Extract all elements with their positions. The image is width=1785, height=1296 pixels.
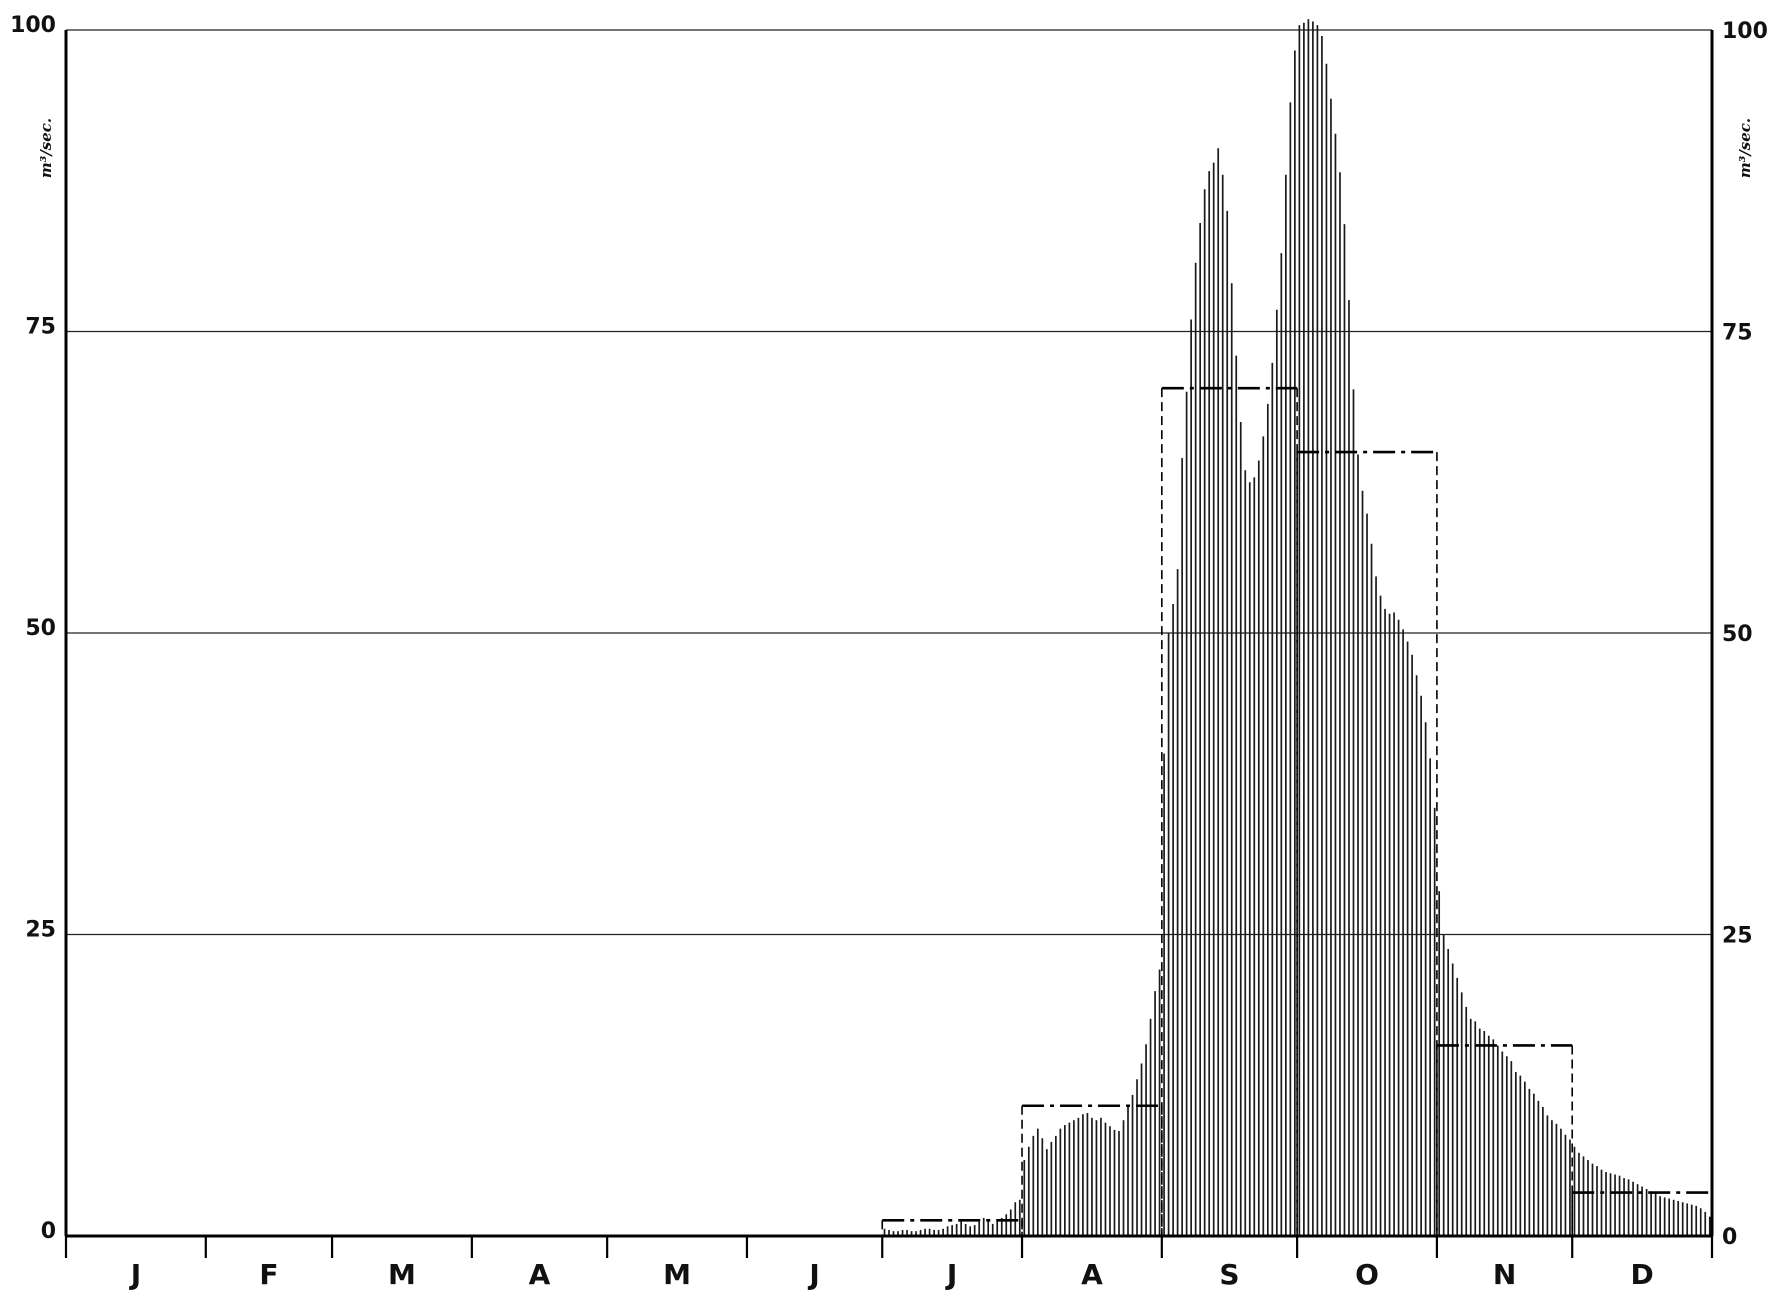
y-tick-label-right: 0 [1722,1225,1737,1250]
month-label: D [1630,1258,1653,1291]
y-tick-label-right: 25 [1722,924,1753,949]
tick-labels: 0 0 25 25 50 50 75 75 100 100 J F M A M J J A S O N D [10,13,1768,1291]
y-unit-label-right: m³/sec. [1736,118,1754,178]
y-tick-label-left: 25 [25,918,56,943]
axes [64,30,1714,1258]
month-label: O [1355,1258,1379,1291]
y-tick-label-left: 75 [25,315,56,340]
month-label: A [1081,1258,1103,1291]
y-tick-label-right: 100 [1722,19,1768,44]
daily-bars [883,19,1711,1236]
y-tick-label-left: 50 [25,616,56,641]
y-tick-label-right: 50 [1722,622,1753,647]
month-label: M [388,1258,416,1291]
y-tick-label-left: 100 [10,13,56,38]
month-label: J [945,1258,957,1291]
month-label: J [129,1258,141,1291]
month-label: M [663,1258,691,1291]
y-tick-label-right: 75 [1722,321,1753,346]
month-label: F [259,1258,278,1291]
month-label: N [1493,1258,1516,1291]
y-tick-label-left: 0 [41,1219,56,1244]
month-label: J [807,1258,819,1291]
gridlines [66,29,1712,936]
month-label: A [529,1258,551,1291]
month-label: S [1219,1258,1239,1291]
y-unit-label-left: m³/sec. [37,118,55,178]
monthly-means [881,386,1713,1236]
